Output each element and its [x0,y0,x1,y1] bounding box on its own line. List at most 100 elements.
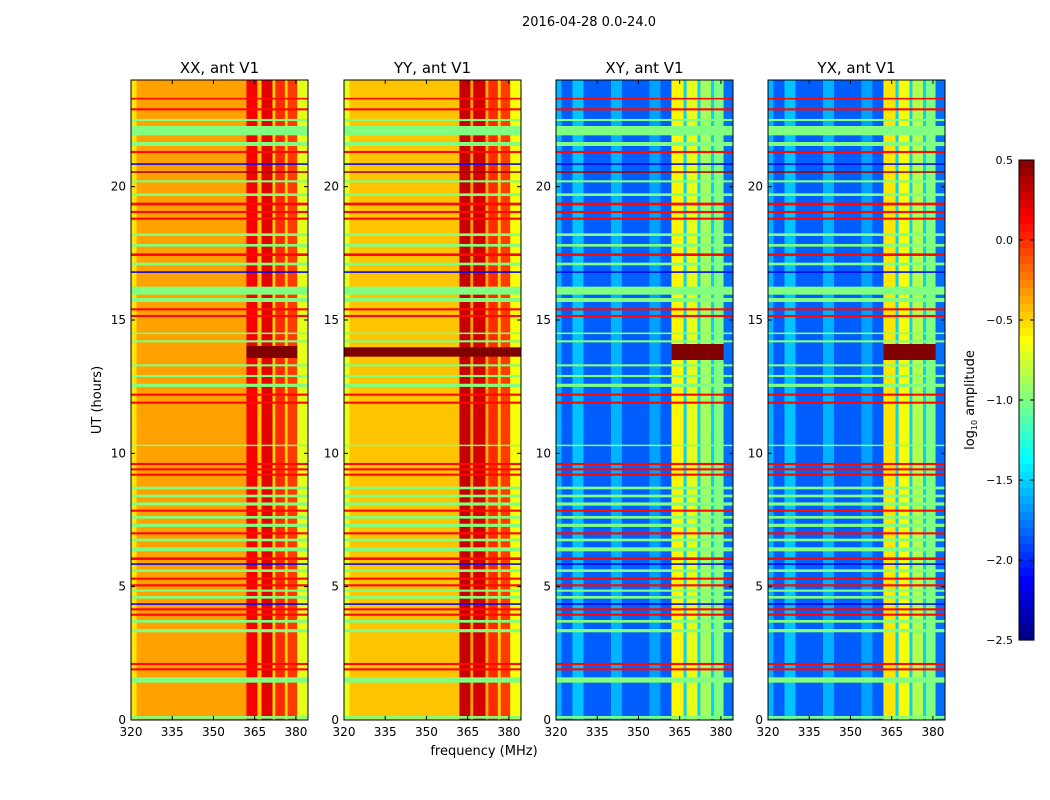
heatmap-time-stripe [344,662,521,666]
heatmap-time-stripe [556,118,733,122]
heatmap-time-stripe [131,538,308,542]
x-tick-label: 350 [839,725,862,739]
heatmap-time-stripe [344,393,521,396]
colorbar-segment [1019,160,1034,169]
heatmap-flare [671,344,724,360]
panel-xx: XX, ant V1 320 335 350 365 380 0 5 10 15 20 [111,59,309,739]
x-tick-label: 350 [627,725,650,739]
heatmap-time-stripe [131,589,308,592]
heatmap-time-stripe [131,253,308,256]
panel-frame [555,79,734,721]
heatmap-time-stripe [556,502,733,506]
heatmap-time-stripe [131,668,308,671]
heatmap-freq-band [883,80,896,720]
heatmap-time-stripe [131,118,308,122]
heatmap-time-stripe [131,314,308,318]
heatmap-time-stripe [556,286,733,295]
heatmap-time-stripe [768,401,945,404]
heatmap-time-stripe [131,340,308,343]
heatmap-freq-band [909,80,913,720]
heatmap-time-stripe [556,613,733,616]
colorbar-segment [1019,320,1034,329]
y-tick-label: 10 [324,446,339,460]
heatmap-time-stripe [768,286,945,295]
colorbar-segment [1019,456,1034,465]
colorbar-segment [1019,168,1034,177]
heatmap-time-stripe [344,383,521,387]
heatmap-time-stripe [556,193,733,196]
colorbar-segment [1019,208,1034,217]
heatmap-time-stripe [131,180,308,183]
heatmap-time-stripe [768,608,945,611]
heatmap-time-stripe [344,620,521,623]
heatmap-time-stripe [344,584,521,587]
heatmap-time-stripe [131,532,308,535]
heatmap-time-stripe [556,494,733,498]
colorbar-segment [1019,392,1034,401]
heatmap-time-stripe [556,150,733,154]
colorbar-segment [1019,544,1034,553]
x-tick-label: 350 [202,725,225,739]
heatmap-time-stripe [556,603,733,605]
heatmap-time-stripe [556,596,733,599]
heatmap-freq-band [671,80,684,720]
heatmap-freq-band [926,80,936,720]
x-tick-label: 335 [161,725,184,739]
heatmap-freq-band [711,80,715,720]
heatmap-freq-band [510,80,521,720]
heatmap-time-stripe [131,393,308,396]
heatmap-time-stripe [131,608,308,611]
colorbar-segment [1019,232,1034,241]
heatmap-time-stripe [131,193,308,196]
colorbar-segment [1019,440,1034,449]
heatmap-time-stripe [344,532,521,535]
heatmap-time-stripe [768,271,945,273]
heatmap-time-stripe [768,577,945,580]
heatmap-time-stripe [556,210,733,214]
heatmap-time-stripe [344,118,521,122]
heatmap-time-stripe [556,584,733,587]
heatmap-time-stripe [131,217,308,220]
heatmap-time-stripe [131,233,308,236]
colorbar-segment [1019,560,1034,569]
heatmap-time-stripe [344,494,521,498]
colorbar-segment [1019,568,1034,577]
heatmap-time-stripe [344,486,521,490]
heatmap-time-stripe [131,629,308,633]
heatmap-time-stripe [556,563,733,565]
heatmap-freq-band [497,80,501,720]
colorbar-segment [1019,624,1034,633]
heatmap-time-stripe [131,584,308,587]
heatmap-freq-band [935,80,945,720]
y-tick-label: 20 [748,180,763,194]
panel-title: XY, ant V1 [605,59,683,77]
heatmap-time-stripe [131,577,308,580]
heatmap-freq-band [556,80,562,720]
heatmap-time-stripe [556,383,733,387]
x-tick-label: 320 [120,725,143,739]
heatmap-time-stripe [344,596,521,599]
heatmap-time-stripe [768,244,945,247]
heatmap-freq-band [723,80,733,720]
heatmap-time-stripe [768,126,945,136]
heatmap-time-stripe [556,716,733,719]
heatmap-time-stripe [556,462,733,466]
colorbar-segment [1019,368,1034,377]
y-tick-label: 5 [755,580,763,594]
heatmap-time-stripe [131,603,308,605]
heatmap-time-stripe [131,171,308,173]
colorbar-segment [1019,256,1034,265]
heatmap-time-stripe [344,563,521,565]
colorbar-segment [1019,552,1034,561]
y-tick-label: 5 [118,580,126,594]
heatmap-time-stripe [556,393,733,396]
heatmap-freq-band [500,80,511,720]
heatmap-freq-band [297,80,308,720]
heatmap-time-stripe [131,547,308,552]
heatmap-freq-band [686,80,698,720]
heatmap-time-stripe [556,233,733,236]
heatmap-time-stripe [556,473,733,476]
heatmap-time-stripe [344,193,521,196]
heatmap-time-stripe [556,253,733,256]
